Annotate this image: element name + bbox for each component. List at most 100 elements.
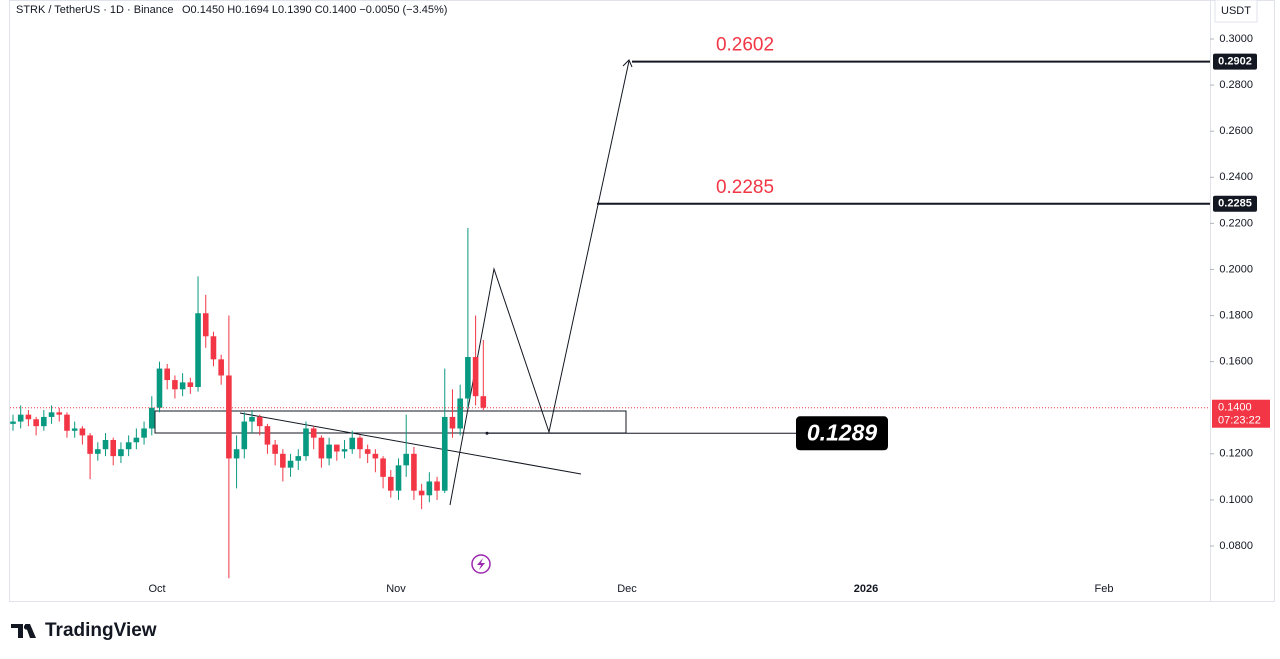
arrow-head [622,59,633,68]
candle-body [17,414,24,422]
candle-body [256,416,263,427]
candle-body [303,428,309,457]
candle-body [156,368,163,408]
candle-body [64,414,70,431]
candle-body [141,428,147,438]
candle-body [349,437,356,450]
candle-body [25,414,32,420]
candle-body [179,382,186,390]
zone-box [154,410,627,434]
candle-body [195,313,201,387]
candle-body [341,449,348,452]
brand: TradingView [45,620,157,641]
y-tick-label: 0.1800 [1219,309,1253,321]
y-tick-label: 0.2200 [1219,217,1253,229]
x-tick-label: Feb [1095,583,1114,595]
candle-body [33,419,39,427]
x-tick-label: Nov [386,583,406,595]
candle-body [472,357,479,397]
candle-body [465,357,471,399]
level-label: 0.2902 [1218,55,1252,67]
candle-body [380,458,386,477]
y-tick-label: 0.0800 [1219,540,1253,552]
candle-body [395,465,402,491]
candle-body [264,426,271,445]
candle-body [326,444,332,459]
y-tick-label: 0.2000 [1219,263,1253,275]
candle-body [280,453,286,468]
y-tick-label: 0.1000 [1219,494,1253,506]
candle-body [95,449,101,454]
candle-body [87,435,93,454]
candle-body [480,396,487,408]
candle-body [164,368,170,381]
candle-body [187,382,194,387]
last-price-badge [1212,399,1270,428]
ohlc: O0.1450 H0.1694 L0.1390 C0.1400 −0.0050 … [182,4,447,16]
candle-body [226,375,232,459]
candle-body [418,490,425,496]
y-tick-label: 0.1600 [1219,356,1253,368]
y-tick-label: 0.3000 [1219,33,1253,45]
level-target: 0.2285 [716,177,774,198]
candle-body [441,416,448,491]
candle-body [357,437,363,450]
candle-body [449,416,456,429]
currency-box [1214,0,1258,23]
candle-body [133,437,140,443]
candle-body [403,453,410,466]
x-tick-label: 2026 [854,583,878,595]
candle-body [79,428,86,436]
trend-line [239,412,582,475]
candle-body [71,428,78,431]
last-price-label: 0.1400 [1218,402,1252,414]
candle-body [411,453,417,491]
level-badge [1213,53,1257,70]
candle-body [457,398,463,429]
candle-body [172,380,178,390]
candle-body [434,481,440,491]
candle-body [249,416,255,422]
candle-body [48,412,55,417]
candle-body [102,439,109,450]
logo-mark [11,624,36,638]
level-badge [1213,195,1257,212]
symbol: STRK / TetherUS · 1D · Binance [16,4,174,16]
candle-body [372,453,379,459]
candle-body [118,449,124,457]
frame [9,0,1275,602]
candle-body [426,481,433,496]
candle-body [287,460,294,468]
candle-body [110,439,117,457]
support-label: 0.1289 [807,419,878,445]
candle-body [364,449,371,454]
event-bolt [477,558,485,570]
drawings [154,59,633,506]
candle-body [125,442,132,450]
candle-body [233,449,240,459]
projection [449,60,630,506]
level-target: 0.2602 [716,35,774,56]
y-tick-label: 0.2600 [1219,125,1253,137]
y-tick-label: 0.2800 [1219,79,1253,91]
candle-body [310,428,317,438]
candle-body [295,456,302,461]
candle-body [218,359,224,376]
x-tick-label: Oct [148,583,165,595]
candle-body [56,412,63,415]
candle-body [210,336,217,360]
level-label: 0.2285 [1218,198,1252,210]
candle-body [41,416,47,427]
candle-body [10,421,16,424]
candle-body [148,407,155,429]
candle-body [318,437,325,459]
x-tick-label: Dec [617,583,637,595]
candle-body [387,476,394,491]
y-tick-label: 0.2400 [1219,171,1253,183]
candle-body [272,444,278,454]
y-tick-label: 0.1200 [1219,448,1253,460]
logo-dot [23,624,30,630]
support-badge [796,416,888,451]
